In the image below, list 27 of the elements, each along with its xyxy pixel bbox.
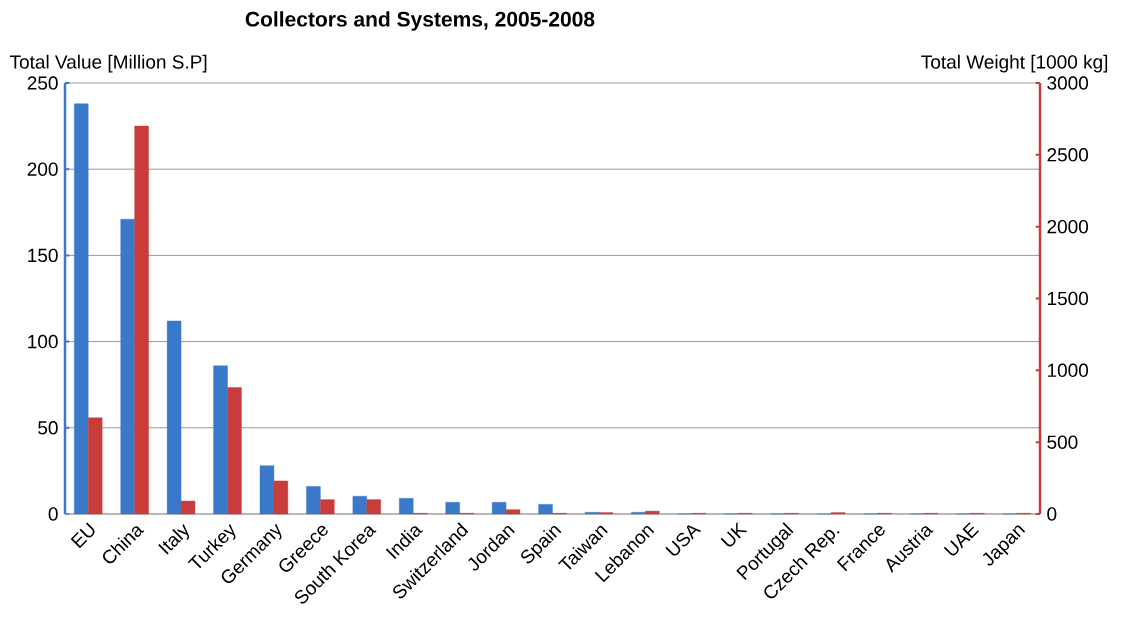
x-tick-label: USA (665, 525, 702, 556)
y2-tick-label: 2000 (1047, 219, 1089, 234)
y-tick-label: 100 (28, 334, 58, 349)
bar (180, 500, 196, 515)
y2-tick-label: 0 (1047, 507, 1057, 521)
bar (399, 498, 414, 515)
y-tick-label: 250 (27, 76, 58, 90)
bar (74, 103, 89, 515)
y2-tick-label: 1000 (1047, 363, 1089, 378)
bar (538, 504, 553, 515)
bar (445, 502, 460, 515)
y-axis-title: Total Value [Million S.P] (9, 54, 207, 73)
y-tick-label: 50 (38, 421, 58, 435)
y-tick-label: 0 (48, 507, 58, 521)
x-tick-label: EU (70, 522, 95, 549)
y2-axis-title: Total Weight [1000 kg] (921, 54, 1108, 73)
bar (88, 417, 103, 515)
x-tick-label: Italy (158, 524, 189, 555)
chart-title: Collectors and Systems, 2005-2008 (245, 11, 595, 31)
y2-tick-label: 3000 (1047, 76, 1089, 90)
y-tick-label: 150 (28, 248, 58, 263)
y-tick-label: 200 (27, 162, 58, 176)
y2-tick-label: 2500 (1047, 148, 1089, 162)
y2-tick-label: 500 (1047, 435, 1078, 449)
bar (491, 502, 507, 515)
bar (166, 320, 182, 515)
y2-tick-label: 1500 (1047, 291, 1089, 306)
